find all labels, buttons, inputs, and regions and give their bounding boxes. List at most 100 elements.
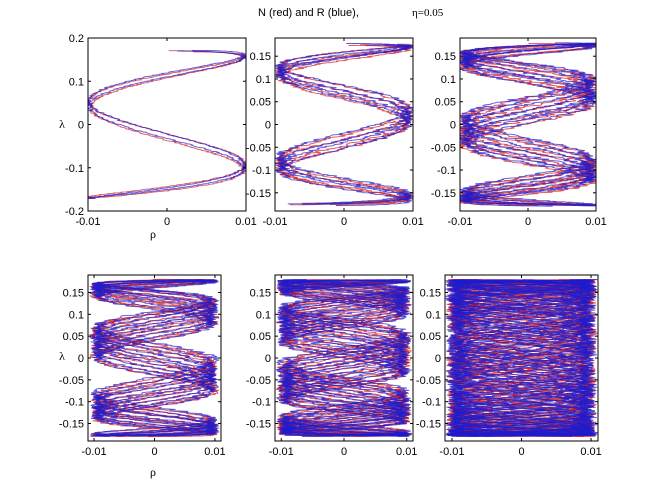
figure-parameter: η=0.05 — [412, 7, 444, 19]
x-tick-label: 0 — [518, 446, 524, 458]
y-tick-label: 0.1 — [441, 74, 456, 86]
series-R-trace — [88, 280, 219, 436]
panel-bottom-middle: -0.01 0 0.01 -0.15 -0.1 -0.05 0 0.05 0.1 0.15 — [246, 274, 417, 458]
y-tick-label: -0.1 — [65, 397, 84, 409]
series-R-trace — [91, 279, 219, 437]
y-tick-label: 0.15 — [435, 51, 456, 63]
series-N-trace — [88, 51, 246, 198]
y-tick-label: 0.15 — [63, 287, 84, 299]
series-R-trace — [275, 44, 413, 205]
x-tick-label: 0.01 — [580, 446, 601, 458]
y-tick-label: 0.05 — [435, 97, 456, 109]
panel-bottom-right: -0.01 0 0.01 -0.15 -0.1 -0.05 0 0.05 0.1 0.15 — [416, 274, 602, 458]
series-R-trace — [447, 280, 594, 436]
y-tick-label: -0.05 — [246, 375, 271, 387]
x-axis-label: ρ — [150, 227, 156, 241]
x-tick-label: -0.01 — [269, 446, 294, 458]
series-R-trace — [277, 279, 412, 437]
x-tick-label: 0 — [151, 446, 157, 458]
y-tick-label: 0 — [78, 353, 84, 365]
y-tick-label: -0.1 — [252, 165, 271, 177]
y-tick-label: 0 — [265, 353, 271, 365]
y-tick-label: -0.1 — [65, 163, 84, 175]
plot-area — [88, 49, 246, 200]
y-tick-label: -0.1 — [252, 397, 271, 409]
y-tick-label: 0.1 — [256, 309, 271, 321]
series-R-trace — [91, 279, 215, 437]
x-tick-label: 0.01 — [396, 446, 417, 458]
x-tick-label: 0.01 — [585, 216, 606, 228]
y-tick-label: 0 — [78, 120, 84, 132]
y-tick-label: 0.2 — [69, 33, 84, 45]
x-axis-label: ρ — [150, 465, 156, 479]
y-tick-label: 0.15 — [420, 287, 441, 299]
x-tick-label: -0.01 — [82, 446, 107, 458]
y-tick-label: -0.05 — [416, 375, 441, 387]
y-axis-label: λ — [59, 349, 65, 363]
y-tick-label: -0.15 — [246, 188, 271, 200]
y-tick-label: -0.15 — [59, 419, 84, 431]
y-tick-label: 0.05 — [250, 97, 271, 109]
y-tick-label: 0.1 — [69, 76, 84, 88]
y-tick-label: 0.15 — [250, 287, 271, 299]
x-tick-label: 0 — [341, 216, 347, 228]
y-tick-label: -0.05 — [431, 142, 456, 154]
x-tick-label: 0 — [341, 446, 347, 458]
series-R-trace — [276, 279, 412, 437]
panel-bottom-left: -0.01 0 0.01 -0.15 -0.1 -0.05 0 0.05 0.1 0.15 ρ λ — [59, 274, 226, 479]
y-tick-label: 0.1 — [69, 309, 84, 321]
y-tick-label: -0.05 — [59, 375, 84, 387]
series-R-trace — [447, 279, 596, 437]
plot-area — [460, 42, 596, 207]
plot-area — [275, 279, 413, 437]
series-R-trace — [275, 44, 413, 205]
series-R-trace — [460, 43, 596, 206]
x-tick-label: 0 — [164, 216, 170, 228]
y-tick-label: -0.05 — [246, 142, 271, 154]
series-R-trace — [460, 43, 596, 206]
y-tick-label: -0.2 — [65, 206, 84, 218]
panel-top-right: -0.01 0 0.01 -0.15 -0.1 -0.05 0 0.05 0.1 0.15 — [431, 37, 607, 228]
y-tick-label: 0.1 — [256, 74, 271, 86]
x-tick-label: 0 — [525, 216, 531, 228]
series-R-trace — [275, 45, 413, 204]
y-tick-label: 0.05 — [420, 331, 441, 343]
y-tick-label: 0 — [450, 120, 456, 132]
y-tick-label: -0.15 — [431, 188, 456, 200]
x-tick-label: 0.01 — [402, 216, 423, 228]
series-R-trace — [276, 279, 411, 437]
panel-top-left: -0.01 0 0.01 -0.2 -0.1 0 0.1 0.2 ρ λ — [59, 33, 257, 241]
x-tick-label: -0.01 — [439, 446, 464, 458]
series-R-trace — [460, 44, 596, 205]
plot-area — [445, 278, 598, 438]
series-R-trace — [445, 279, 597, 437]
y-tick-label: -0.15 — [416, 419, 441, 431]
series-R-trace — [449, 279, 596, 437]
series-R-trace — [460, 44, 596, 205]
series-R-trace — [445, 280, 597, 436]
x-tick-label: -0.01 — [75, 216, 100, 228]
panels: -0.01 0 0.01-0.2-0.100.10.2ρλ-0.01 0 0.01-0.… — [59, 33, 607, 479]
series-R-trace — [448, 280, 597, 436]
y-tick-label: -0.1 — [437, 165, 456, 177]
y-tick-label: -0.1 — [422, 397, 441, 409]
plot-area — [88, 278, 220, 438]
y-tick-label: 0 — [435, 353, 441, 365]
series-R-trace — [460, 42, 596, 207]
x-tick-label: 0.01 — [235, 216, 256, 228]
y-tick-label: 0.05 — [250, 331, 271, 343]
x-tick-label: 0.01 — [204, 446, 225, 458]
x-tick-label: -0.01 — [447, 216, 472, 228]
y-tick-label: -0.15 — [246, 419, 271, 431]
plot-area — [275, 43, 413, 206]
series-R-trace — [88, 50, 246, 199]
y-tick-label: 0 — [265, 120, 271, 132]
y-tick-label: 0.15 — [250, 51, 271, 63]
x-tick-label: -0.01 — [262, 216, 287, 228]
series-R-trace — [88, 49, 246, 200]
panel-top-middle: -0.01 0 0.01 -0.15 -0.1 -0.05 0 0.05 0.1 0.15 — [246, 37, 424, 228]
y-tick-label: 0.05 — [63, 331, 84, 343]
y-axis-label: λ — [59, 117, 65, 131]
y-tick-label: 0.1 — [426, 309, 441, 321]
